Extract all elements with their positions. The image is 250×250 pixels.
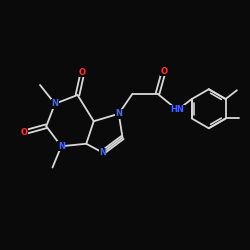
Text: N: N [115,109,122,118]
Text: O: O [79,68,86,77]
Text: N: N [52,99,59,108]
Text: O: O [20,128,27,137]
Text: N: N [58,142,65,151]
Text: O: O [160,67,167,76]
Text: HN: HN [170,106,184,114]
Text: N: N [99,148,106,157]
